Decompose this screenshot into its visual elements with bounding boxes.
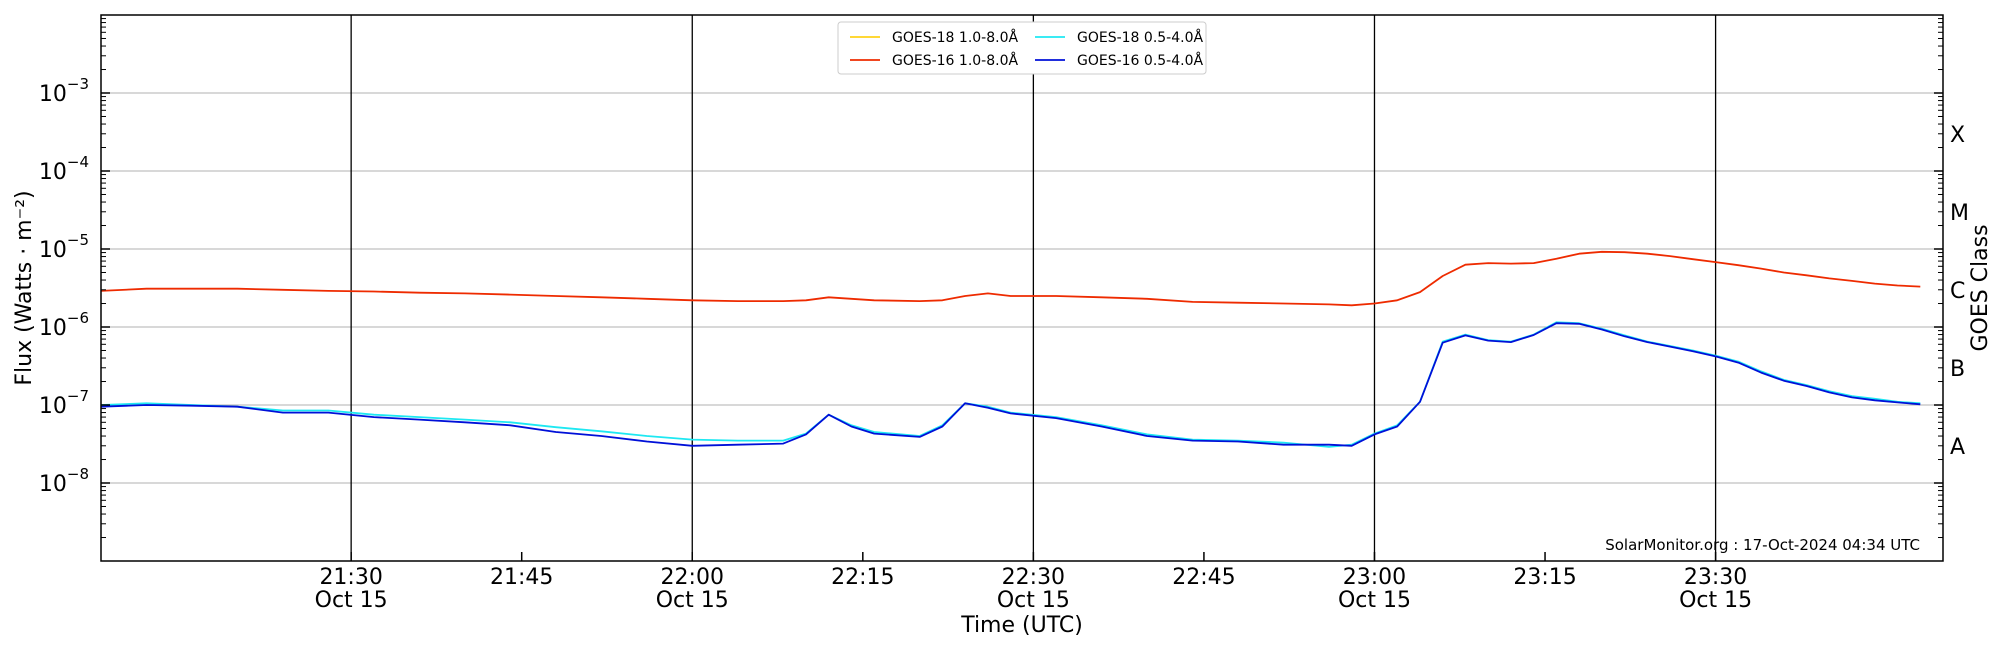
grid-lines — [101, 92, 1943, 484]
x-tick-label: 22:00 — [661, 565, 724, 590]
y-tick-label: 10−4 — [39, 153, 89, 185]
legend-box — [837, 21, 1207, 75]
x-axis-title: Time (UTC) — [960, 613, 1083, 638]
goes-class-label: C — [1950, 279, 1965, 304]
x-tick-date-label: Oct 15 — [1679, 588, 1752, 613]
y-tick-label: 10−5 — [39, 231, 89, 263]
legend: GOES-18 1.0-8.0Å GOES-18 0.5-4.0Å GOES-16 … — [837, 21, 1207, 75]
x-tick-label: 22:15 — [831, 565, 894, 590]
goes-class-label: X — [1950, 123, 1965, 148]
goes-class-labels: X M C B A — [1950, 123, 1969, 460]
y-tick-label: 10−7 — [39, 387, 89, 419]
goes-class-label: M — [1950, 201, 1969, 226]
credit-text: SolarMonitor.org : 17-Oct-2024 04:34 UTC — [1605, 536, 1920, 554]
legend-label: GOES-16 1.0-8.0Å — [892, 52, 1018, 69]
goes-class-label: A — [1950, 435, 1965, 460]
day-marker-lines — [350, 15, 1717, 561]
series-lines — [100, 250, 1921, 448]
y-tick-label: 10−3 — [39, 75, 89, 107]
series-line — [100, 321, 1921, 448]
legend-label: GOES-18 1.0-8.0Å — [892, 29, 1018, 46]
x-tick-label: 22:45 — [1172, 565, 1235, 590]
legend-label: GOES-16 0.5-4.0Å — [1077, 52, 1203, 69]
y-tick-label: 10−8 — [39, 465, 89, 497]
x-tick-label: 23:30 — [1684, 565, 1747, 590]
x-tick-date-label: Oct 15 — [656, 588, 729, 613]
y-tick-labels: 10−3 10−4 10−5 10−6 10−7 10−8 — [39, 75, 89, 497]
y-axis-title: Flux (Watts · m⁻²) — [12, 190, 37, 385]
axis-ticks — [101, 18, 1943, 561]
goes-class-label: B — [1950, 357, 1965, 382]
legend-entries: GOES-18 1.0-8.0Å GOES-18 0.5-4.0Å GOES-16 … — [850, 29, 1203, 69]
y2-axis-title: GOES Class — [1968, 224, 1993, 351]
x-tick-label: 21:30 — [319, 565, 382, 590]
x-tick-label: 21:45 — [490, 565, 553, 590]
series-line — [100, 250, 1921, 307]
x-tick-date-label: Oct 15 — [997, 588, 1070, 613]
x-tick-date-label: Oct 15 — [1338, 588, 1411, 613]
y-tick-label: 10−6 — [39, 309, 89, 341]
legend-label: GOES-18 0.5-4.0Å — [1077, 29, 1203, 46]
x-tick-date-label: Oct 15 — [315, 588, 388, 613]
x-tick-label: 23:00 — [1343, 565, 1406, 590]
x-tick-label: 23:15 — [1513, 565, 1576, 590]
plot-area-frame — [100, 14, 1944, 562]
x-tick-label: 22:30 — [1002, 565, 1065, 590]
series-line — [100, 322, 1921, 447]
